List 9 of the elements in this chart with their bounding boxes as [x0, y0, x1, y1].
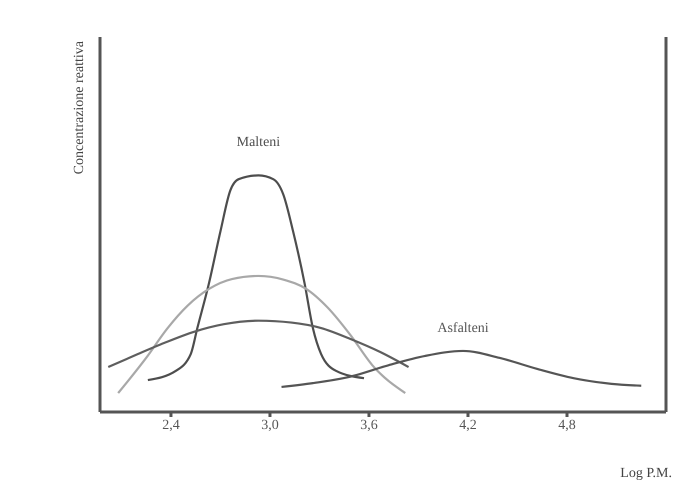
x-tick-label: 3,6: [360, 418, 378, 433]
x-tick-label: 3,0: [261, 418, 279, 433]
series-label: Asfalteni: [436, 320, 490, 337]
y-axis-title: Concentrazione reattiva: [71, 41, 88, 174]
x-tick-label: 4,2: [459, 418, 477, 433]
x-tick-label: 2,4: [162, 418, 180, 433]
x-tick-label: 4,8: [558, 418, 576, 433]
text: Malteni: [236, 135, 282, 152]
x-axis-title: Log P.M.: [620, 466, 672, 482]
